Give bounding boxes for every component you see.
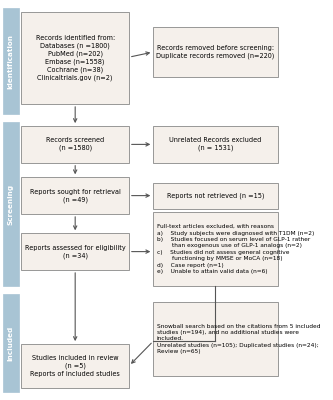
Text: Records removed before screening:
Duplicate records removed (n=220): Records removed before screening: Duplic…: [157, 45, 275, 59]
Text: Reports not retrieved (n =15): Reports not retrieved (n =15): [167, 192, 264, 199]
Text: Full-text articles excluded, with reasons
a)    Study subjects were diagnosed wi: Full-text articles excluded, with reason…: [157, 224, 314, 274]
Text: Reports sought for retrieval
(n =49): Reports sought for retrieval (n =49): [30, 189, 121, 202]
FancyBboxPatch shape: [22, 177, 129, 214]
FancyBboxPatch shape: [153, 183, 278, 209]
Text: Screening: Screening: [8, 184, 14, 224]
Text: Unrelated Records excluded
(n = 1531): Unrelated Records excluded (n = 1531): [169, 137, 262, 151]
Text: Reports assessed for eligibility
(n =34): Reports assessed for eligibility (n =34): [25, 244, 126, 258]
FancyBboxPatch shape: [3, 294, 19, 392]
FancyBboxPatch shape: [153, 302, 278, 376]
FancyBboxPatch shape: [3, 8, 19, 114]
FancyBboxPatch shape: [22, 12, 129, 104]
FancyBboxPatch shape: [153, 126, 278, 163]
Text: Records screened
(n =1580): Records screened (n =1580): [46, 137, 104, 151]
FancyBboxPatch shape: [153, 212, 278, 286]
FancyBboxPatch shape: [22, 344, 129, 388]
FancyBboxPatch shape: [153, 27, 278, 77]
Text: Records identified from:
Databases (n =1800)
PubMed (n=202)
Embase (n=1558)
Coch: Records identified from: Databases (n =1…: [36, 35, 115, 81]
Text: Snowball search based on the citations from 5 included
studies (n=194), and no a: Snowball search based on the citations f…: [157, 324, 320, 354]
Text: Included: Included: [8, 325, 14, 361]
Text: Identification: Identification: [8, 34, 14, 88]
Text: Studies included in review
(n =5)
Reports of included studies: Studies included in review (n =5) Report…: [30, 355, 120, 377]
FancyBboxPatch shape: [22, 233, 129, 270]
FancyBboxPatch shape: [3, 122, 19, 286]
FancyBboxPatch shape: [22, 126, 129, 163]
